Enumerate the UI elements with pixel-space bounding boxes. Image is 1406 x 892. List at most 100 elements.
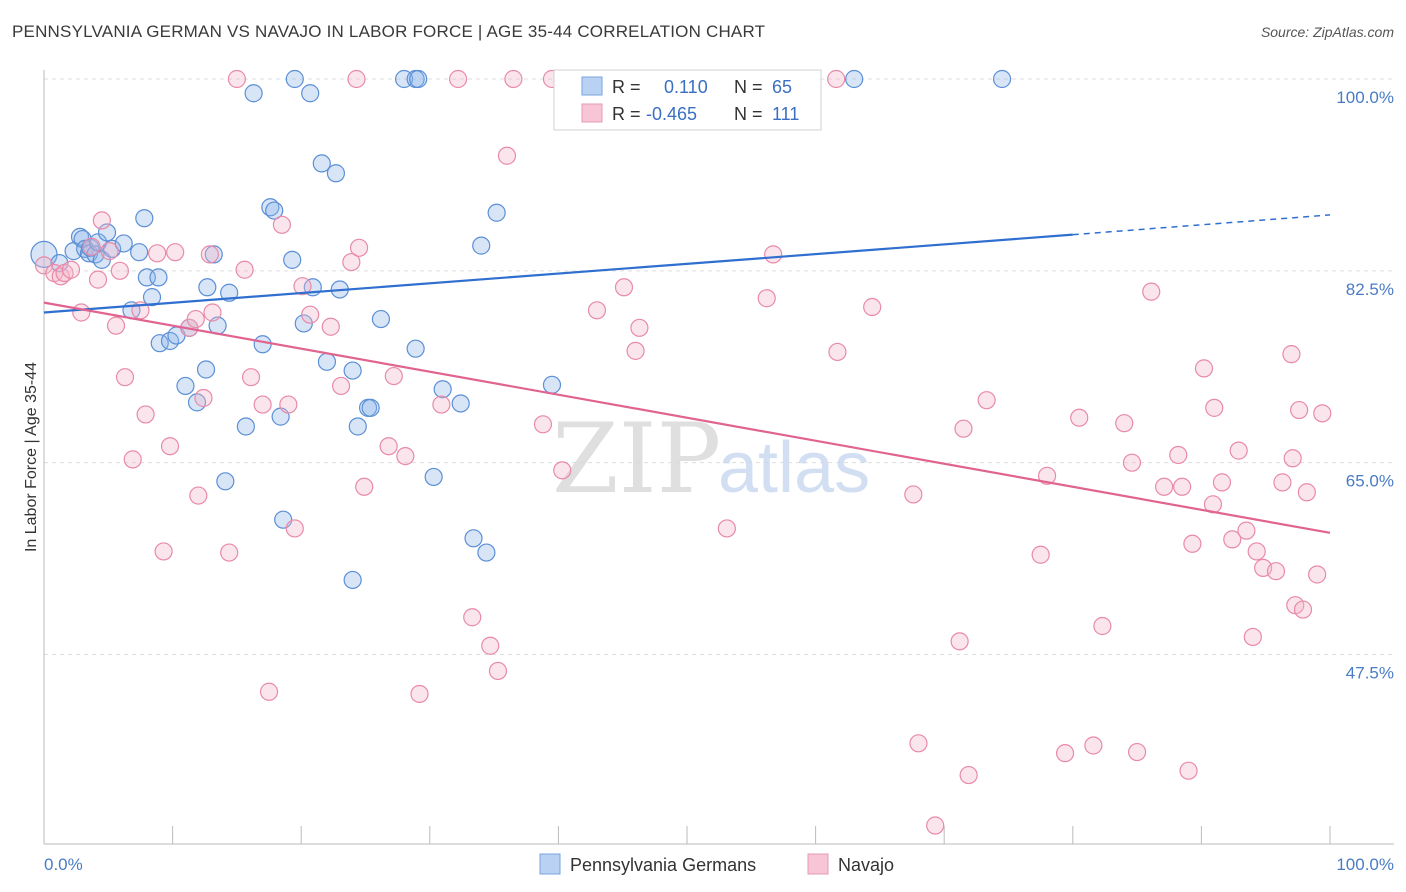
navajo-point-43 [379,437,398,456]
pa-german-point-65 [409,69,428,89]
navajo-point-25 [203,303,222,322]
navajo-point-54 [533,415,553,434]
navajo-point-71 [904,485,923,504]
pa-german-point-17 [142,288,162,307]
legend-r-value-0: 0.110 [664,77,708,97]
pa-german-point-14 [130,243,149,262]
navajo-point-66 [764,245,783,264]
navajo-point-109 [1293,600,1313,619]
navajo-point-70 [863,297,882,317]
navajo-point-61 [630,318,649,337]
navajo-point-82 [1084,736,1103,755]
navajo-point-91 [1179,761,1198,780]
navajo-point-75 [954,419,973,438]
navajo-point-45 [396,446,415,466]
navajo-point-6 [82,237,101,256]
navajo-point-81 [1070,408,1089,427]
navajo-point-35 [293,277,312,296]
pa-german-point-26 [196,360,216,379]
trend-line-pa-german [43,233,1073,314]
legend-n-label-0: N = [734,77,763,97]
navajo-point-79 [1037,466,1057,485]
watermark: ZIP atlas [552,403,870,515]
chart-source: Source: ZipAtlas.com [1260,24,1394,40]
navajo-point-95 [1205,398,1224,417]
pa-german-point-32 [236,417,256,436]
navajo-point-68 [827,69,846,89]
navajo-point-105 [1282,345,1301,364]
y-tick-labels: 100.0% 82.5% 65.0% 47.5% [1336,88,1394,683]
legend-n-value-0: 65 [772,77,792,97]
navajo-point-63 [717,519,736,538]
y-tick-label-2: 65.0% [1346,472,1394,491]
pa-german-point-51 [424,467,443,487]
navajo-point-28 [235,260,254,279]
trend-line-pa-german-extension [1072,214,1331,236]
navajo-point-0 [34,256,54,275]
pa-german-point-67 [845,69,864,89]
pa-german-point-11 [97,223,117,242]
navajo-point-9 [100,242,119,261]
navajo-point-23 [194,388,213,408]
navajo-point-49 [463,608,482,627]
pa-german-point-56 [477,543,496,562]
navajo-point-19 [166,243,185,262]
navajo-point-58 [587,301,607,320]
navajo-point-77 [977,391,996,410]
navajo-point-98 [1229,441,1248,460]
pa-german-point-43 [326,164,346,183]
pa-german-point-35 [265,201,284,220]
navajo-point-47 [432,395,451,414]
pa-german-point-0 [30,240,58,268]
correlation-legend: R = 0.110 N = 65 R = -0.465 N = 111 [553,69,822,131]
legend-n-value-1: 111 [772,104,799,124]
series-pennsylvania-germans [30,69,1012,590]
x-tick-marks [43,826,1331,844]
pa-german-point-12 [103,239,122,259]
navajo-point-69 [828,342,847,362]
y-tick-label-1: 82.5% [1346,280,1394,299]
pa-german-point-54 [464,529,483,548]
navajo-point-108 [1290,400,1309,420]
chart-title: PENNSYLVANIA GERMAN VS NAVAJO IN LABOR F… [12,22,766,41]
gridlines [44,78,1394,655]
navajo-point-11 [110,261,129,280]
navajo-point-80 [1055,744,1075,763]
y-tick-label-3: 47.5% [1346,664,1394,683]
watermark-zip: ZIP [552,403,721,515]
navajo-point-40 [347,69,366,89]
navajo-point-111 [1308,565,1327,584]
pa-german-point-61 [285,69,304,89]
navajo-point-99 [1237,521,1256,540]
navajo-point-7 [88,270,108,289]
navajo-point-15 [136,405,155,424]
navajo-point-48 [448,69,468,89]
series-navajo [34,69,1332,835]
pa-german-point-59 [343,570,362,590]
navajo-point-72 [909,734,928,753]
navajo-point-101 [1247,542,1266,561]
navajo-point-42 [355,477,374,496]
navajo-point-18 [160,437,180,456]
navajo-point-33 [279,395,298,414]
navajo-point-56 [553,461,572,480]
navajo-point-65 [757,289,776,308]
navajo-point-76 [959,765,978,785]
navajo-point-38 [331,376,351,396]
watermark-atlas: atlas [718,428,870,508]
pa-german-point-41 [312,154,331,173]
legend-r-label-1: R = [612,104,641,124]
navajo-point-87 [1142,282,1161,301]
pa-german-point-57 [487,203,506,222]
navajo-point-16 [148,244,167,263]
pa-german-point-52 [433,380,452,399]
pa-german-point-60 [244,84,263,103]
series-legend-label-0: Pennsylvania Germans [570,855,756,875]
pa-german-point-33 [253,335,272,354]
navajo-point-83 [1093,616,1112,636]
navajo-point-22 [189,486,208,505]
legend-r-value-1: -0.465 [646,104,697,124]
navajo-point-41 [349,238,369,257]
navajo-point-32 [272,215,292,234]
navajo-point-34 [285,519,304,538]
